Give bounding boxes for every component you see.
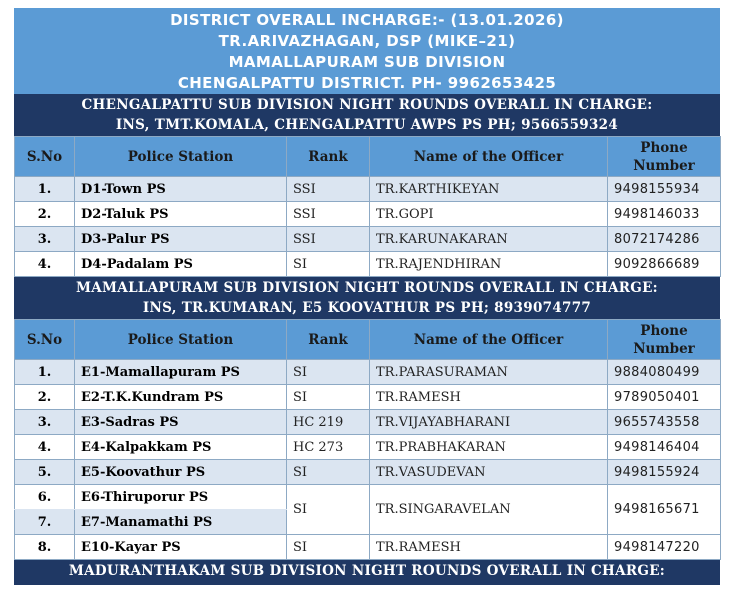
table-row: 1. D1-Town PS SSI TR.KARTHIKEYAN 9498155…: [14, 176, 721, 202]
section-title: CHENGALPATTU SUB DIVISION NIGHT ROUNDS O…: [81, 97, 653, 113]
mamallapuram-table: S.No Police Station Rank Name of the Off…: [14, 319, 721, 560]
table-row: 4. D4-Padalam PS SI TR.RAJENDHIRAN 90928…: [14, 251, 721, 277]
chengalpattu-table: S.No Police Station Rank Name of the Off…: [14, 136, 721, 277]
col-station: Police Station: [74, 319, 287, 360]
table-row: 3. E3-Sadras PS HC 219 TR.VIJAYABHARANI …: [14, 409, 721, 435]
col-station: Police Station: [74, 136, 287, 177]
banner-district-line: CHENGALPATTU DISTRICT. PH- 9962653425: [177, 74, 557, 92]
duty-roster-sheet: DISTRICT OVERALL INCHARGE:- (13.01.2026)…: [14, 8, 721, 585]
district-incharge-banner: DISTRICT OVERALL INCHARGE:- (13.01.2026)…: [14, 8, 720, 94]
mamallapuram-section-header: MAMALLAPURAM SUB DIVISION NIGHT ROUNDS O…: [14, 277, 720, 319]
table-header-row: S.No Police Station Rank Name of the Off…: [14, 319, 721, 360]
col-phone: Phone Number: [607, 319, 721, 360]
table-row-merged: 7. E7-Manamathi PS: [14, 509, 721, 535]
table-header-row: S.No Police Station Rank Name of the Off…: [14, 136, 721, 177]
section-incharge: INS, TMT.KOMALA, CHENGALPATTU AWPS PS PH…: [115, 117, 619, 133]
section-incharge: INS, TR.KUMARAN, E5 KOOVATHUR PS PH; 893…: [142, 300, 592, 316]
table-row: 2. D2-Taluk PS SSI TR.GOPI 9498146033: [14, 201, 721, 227]
maduranthakam-section-header: MADURANTHAKAM SUB DIVISION NIGHT ROUNDS …: [14, 560, 720, 585]
col-officer: Name of the Officer: [369, 136, 608, 177]
col-sno: S.No: [14, 319, 75, 360]
table-row: 4. E4-Kalpakkam PS HC 273 TR.PRABHAKARAN…: [14, 434, 721, 460]
col-sno: S.No: [14, 136, 75, 177]
table-row: 8. E10-Kayar PS SI TR.RAMESH 9498147220: [14, 534, 721, 560]
col-rank: Rank: [286, 319, 370, 360]
table-row: 5. E5-Koovathur PS SI TR.VASUDEVAN 94981…: [14, 459, 721, 485]
table-row-merged: 6. E6-Thiruporur PS SI TR.SINGARAVELAN 9…: [14, 484, 721, 535]
col-officer: Name of the Officer: [369, 319, 608, 360]
table-row: 1. E1-Mamallapuram PS SI TR.PARASURAMAN …: [14, 359, 721, 385]
table-row: 3. D3-Palur PS SSI TR.KARUNAKARAN 807217…: [14, 226, 721, 252]
table-row: 2. E2-T.K.Kundram PS SI TR.RAMESH 978905…: [14, 384, 721, 410]
banner-subdivision-line: MAMALLAPURAM SUB DIVISION: [228, 53, 506, 71]
section-title: MADURANTHAKAM SUB DIVISION NIGHT ROUNDS …: [68, 563, 666, 579]
col-rank: Rank: [286, 136, 370, 177]
banner-officer-line: TR.ARIVAZHAGAN, DSP (MIKE–21): [218, 32, 516, 50]
banner-date-line: DISTRICT OVERALL INCHARGE:- (13.01.2026): [170, 11, 564, 29]
section-title: MAMALLAPURAM SUB DIVISION NIGHT ROUNDS O…: [76, 280, 658, 296]
col-phone: Phone Number: [607, 136, 721, 177]
chengalpattu-section-header: CHENGALPATTU SUB DIVISION NIGHT ROUNDS O…: [14, 94, 720, 136]
